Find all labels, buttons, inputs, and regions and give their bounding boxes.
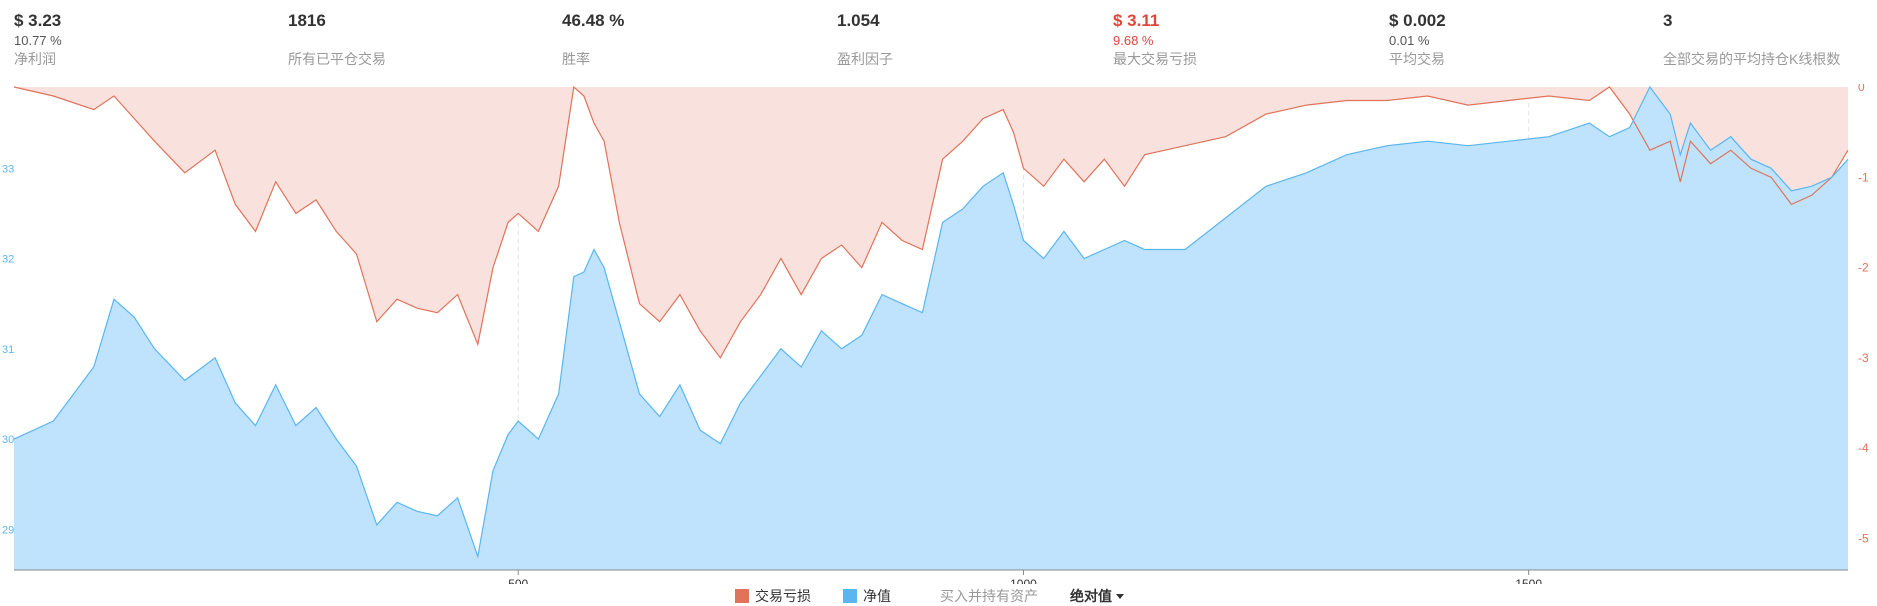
stat-label: 最大交易亏损 — [1113, 51, 1197, 67]
stat-value: $ 3.11 — [1113, 11, 1160, 30]
left-tick-label: 31 — [2, 344, 14, 356]
legend-buy-hold[interactable]: 买入并持有资产 — [940, 586, 1038, 606]
stat-label: 所有已平仓交易 — [288, 51, 386, 67]
stat-percent — [562, 32, 832, 49]
right-tick-label: -4 — [1858, 441, 1869, 455]
drawdown-area — [14, 87, 1848, 358]
stat-percent: 9.68 % — [1113, 33, 1154, 48]
stat-label: 全部交易的平均持仓K线根数 — [1663, 51, 1841, 67]
left-tick-label: 32 — [2, 254, 14, 266]
right-tick-label: -1 — [1858, 170, 1869, 184]
equity-swatch-icon — [843, 589, 857, 603]
dropdown-label: 绝对值 — [1070, 588, 1112, 604]
stat-percent — [837, 32, 1107, 49]
stats-header: $ 3.23 10.77 % 净利润 1816 所有已平仓交易 46.48 % … — [0, 0, 1877, 84]
left-tick-label: 30 — [2, 434, 14, 446]
left-tick-label: 29 — [2, 524, 14, 536]
stat-value: $ 0.002 — [1389, 11, 1446, 30]
stat-value: 1816 — [288, 11, 326, 30]
drawdown-swatch-icon — [735, 589, 749, 603]
x-tick-label: 500 — [508, 577, 528, 584]
legend-label: 净值 — [863, 588, 891, 604]
absolute-value-dropdown[interactable]: 绝对值 — [1070, 586, 1124, 606]
legend-label: 买入并持有资产 — [940, 588, 1038, 604]
stat-label: 胜率 — [562, 51, 590, 67]
stat-percent: 10.77 % — [14, 33, 62, 48]
stat-label: 净利润 — [14, 51, 56, 67]
right-tick-label: -5 — [1858, 531, 1869, 545]
stat-percent — [288, 32, 558, 49]
right-axis-ticks: 0 -1 -2 -3 -4 -5 — [1858, 84, 1869, 545]
left-axis-ticks: 29 30 31 32 33 — [2, 163, 14, 536]
legend-equity[interactable]: 净值 — [843, 586, 891, 606]
drawdown-line — [13, 85, 1849, 359]
stat-value: 1.054 — [837, 11, 880, 30]
stat-avg-bars-in-trade[interactable]: 3 全部交易的平均持仓K线根数 — [1663, 10, 1863, 69]
left-tick-label: 33 — [2, 163, 14, 175]
caret-down-icon — [1116, 593, 1124, 599]
stat-win-rate[interactable]: 46.48 % 胜率 — [562, 10, 832, 69]
right-tick-label: -2 — [1858, 261, 1869, 275]
legend-drawdown[interactable]: 交易亏损 — [735, 586, 811, 606]
stat-percent: 0.01 % — [1389, 33, 1430, 48]
equity-line — [13, 85, 1849, 559]
stat-label: 平均交易 — [1389, 51, 1445, 67]
stat-label: 盈利因子 — [837, 51, 893, 67]
stat-profit-factor[interactable]: 1.054 盈利因子 — [837, 10, 1107, 69]
right-tick-label: -3 — [1858, 351, 1869, 365]
equity-area — [14, 87, 1848, 570]
stat-value: 46.48 % — [562, 11, 625, 30]
chart-legend: 交易亏损 净值 买入并持有资产 绝对值 — [0, 586, 1877, 604]
x-tick-label: 1500 — [1515, 577, 1542, 584]
right-tick-label: 0 — [1858, 84, 1865, 94]
stat-max-drawdown[interactable]: $ 3.11 9.68 % 最大交易亏损 — [1113, 10, 1383, 69]
stat-avg-trade[interactable]: $ 0.002 0.01 % 平均交易 — [1389, 10, 1659, 69]
x-axis-ticks: 500 1000 1500 — [508, 570, 1542, 584]
stat-percent — [1663, 32, 1863, 49]
x-tick-label: 1000 — [1010, 577, 1037, 584]
stat-total-closed-trades[interactable]: 1816 所有已平仓交易 — [288, 10, 558, 69]
stat-value: 3 — [1663, 11, 1673, 30]
equity-drawdown-chart[interactable]: 500 1000 1500 29 30 31 32 33 0 -1 -2 -3 -4 -5 — [0, 84, 1877, 584]
stat-value: $ 3.23 — [14, 11, 62, 30]
stat-net-profit[interactable]: $ 3.23 10.77 % 净利润 — [14, 10, 284, 69]
legend-label: 交易亏损 — [755, 588, 811, 604]
